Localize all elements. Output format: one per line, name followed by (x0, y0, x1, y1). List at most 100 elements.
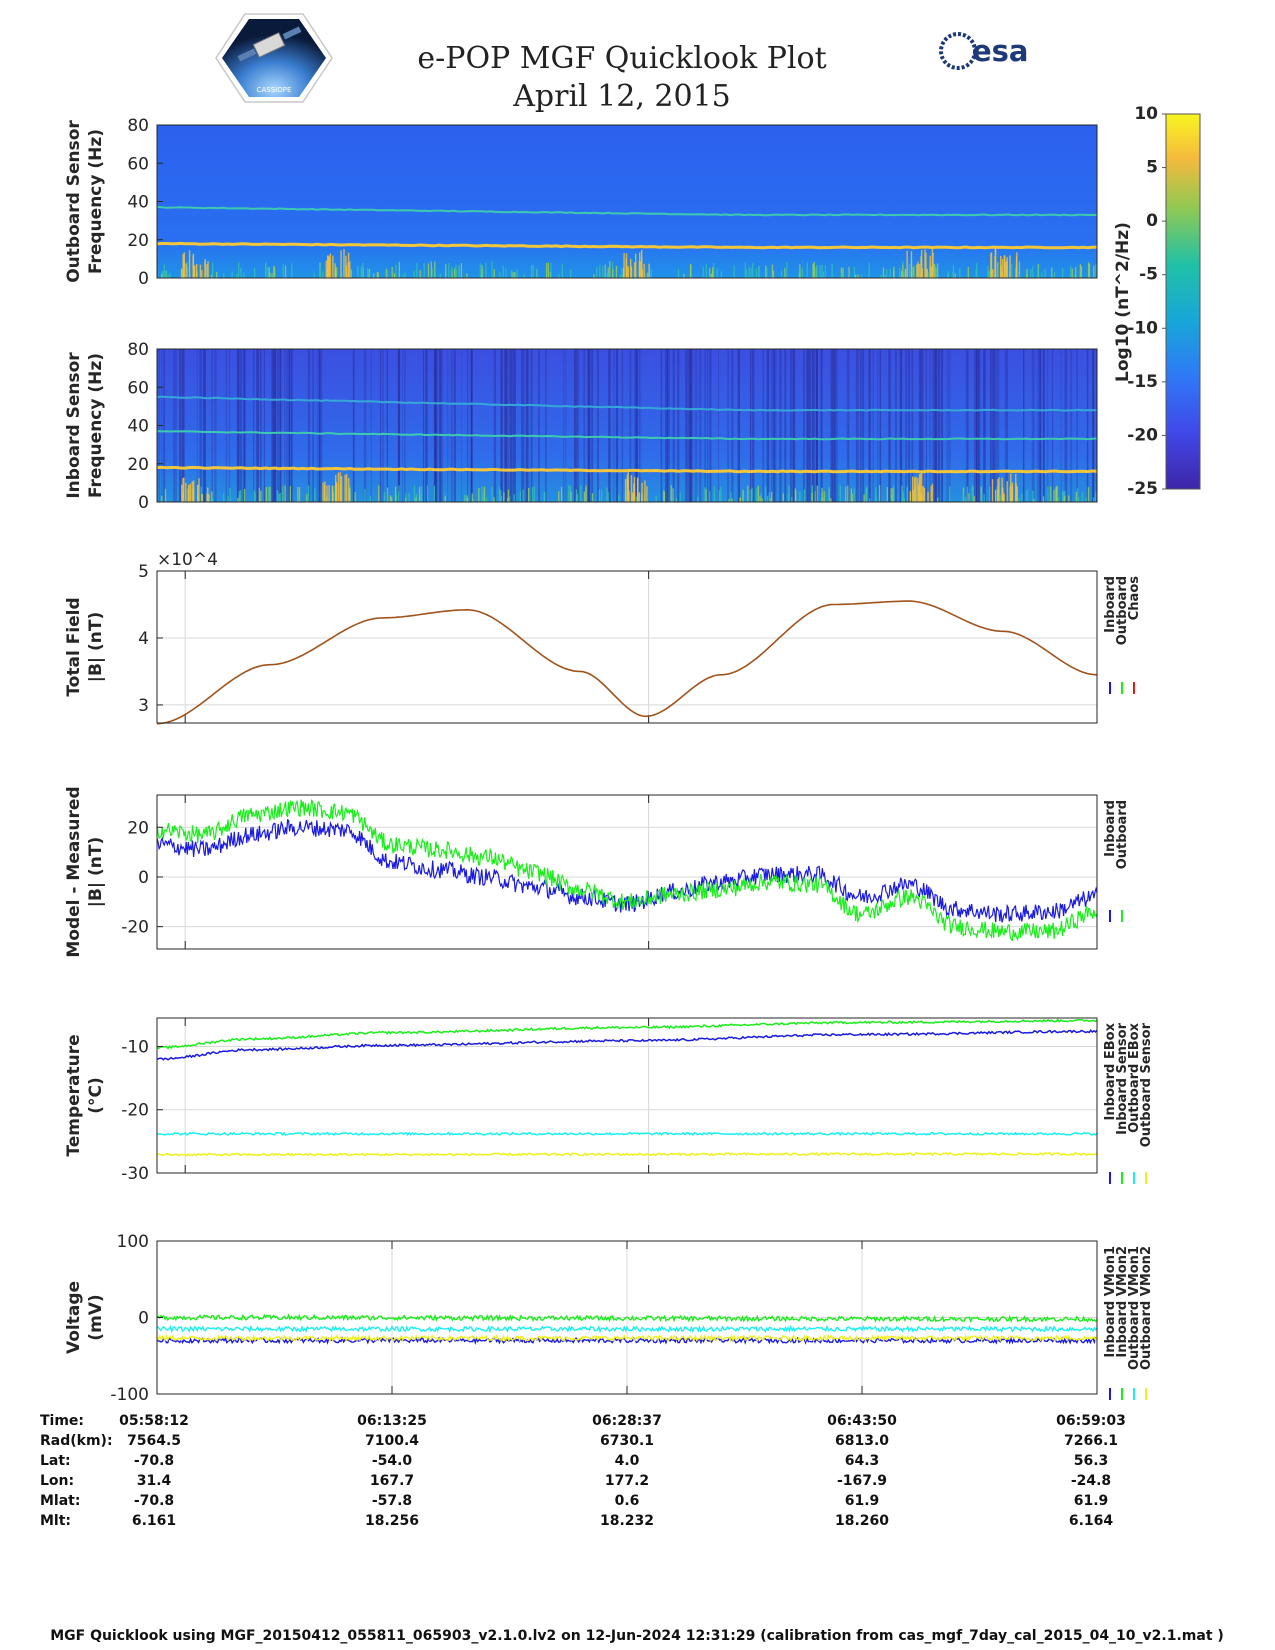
spectrogram-burst (627, 268, 629, 278)
spectrogram-stripe (771, 349, 773, 502)
spectrogram-burst (646, 486, 648, 502)
spectrogram-burst (748, 266, 750, 278)
spectrogram-burst (583, 491, 586, 502)
info-cell: 18.232 (600, 1513, 654, 1529)
spectrogram-burst (918, 264, 920, 278)
spectrogram-burst (254, 267, 256, 278)
spectrogram-stripe (316, 349, 318, 502)
spectrogram-burst (276, 490, 279, 502)
spectrogram-burst (181, 484, 183, 502)
info-cell: 61.9 (845, 1493, 880, 1509)
spectrogram-burst (875, 487, 877, 502)
spectrogram-stripe (1004, 349, 1006, 502)
spectrogram-burst (1068, 495, 1070, 502)
y-tick-label: -20 (121, 1101, 149, 1121)
info-cell: -57.8 (372, 1493, 412, 1509)
spectrogram-burst (930, 485, 932, 502)
spectrogram-stripe (966, 349, 969, 502)
spectrogram-stripe (278, 349, 281, 502)
spectrogram-burst (675, 497, 678, 502)
spectrogram-burst (760, 492, 762, 502)
spectrogram-burst (868, 262, 870, 278)
spectrogram-stripe (273, 349, 277, 502)
spectrogram-burst (755, 268, 757, 278)
spectrogram-stripe (872, 349, 874, 502)
spectrogram-burst (378, 485, 380, 502)
y-axis-label-line: (°C) (86, 1077, 106, 1114)
spectrogram-stripe (1005, 349, 1009, 502)
spectrogram-burst (593, 274, 595, 278)
spectrogram-burst (433, 485, 436, 502)
spectrogram-burst (923, 488, 925, 502)
colorbar-tick-label: -10 (1127, 318, 1158, 338)
spectrogram-stripe (688, 349, 691, 502)
spectrogram-stripe (530, 349, 533, 502)
spectrogram-burst (533, 486, 536, 502)
axes-box (156, 794, 1098, 950)
spectrogram-burst (720, 486, 722, 502)
spectrogram-burst (419, 269, 421, 278)
spectrogram-burst (460, 262, 463, 278)
legend-label: Inboard VMon1 (1103, 1246, 1118, 1358)
spectrogram-burst (742, 489, 744, 502)
spectrogram-burst (989, 271, 991, 278)
spectrogram-burst (998, 477, 1000, 502)
spectrogram-burst (1094, 491, 1097, 502)
spectrogram-stripe (978, 349, 981, 502)
spectrogram-burst (505, 268, 507, 278)
spectrogram-burst (1003, 493, 1005, 502)
spectrogram-burst (182, 253, 184, 278)
info-cell: 05:58:12 (119, 1413, 189, 1429)
spectrogram-burst (1056, 485, 1058, 502)
spectrogram-burst (812, 263, 814, 278)
axes-background (157, 571, 1097, 723)
spectrogram-stripe (608, 349, 612, 502)
spectrogram-burst (909, 491, 912, 502)
spectrogram-burst (416, 263, 418, 278)
footer-caption: MGF Quicklook using MGF_20150412_055811_… (50, 1628, 1224, 1644)
spectrogram-burst (756, 498, 758, 502)
spectrogram-burst (223, 273, 225, 278)
spectrogram-burst (997, 479, 999, 502)
spectrogram-burst (983, 493, 985, 502)
spectrogram-burst (561, 263, 564, 278)
spectrogram-burst (901, 485, 903, 502)
spectrogram-burst (340, 250, 342, 278)
spectrogram-stripe (312, 349, 315, 502)
spectrogram-stripe (279, 349, 282, 502)
spectrogram-burst (609, 261, 611, 278)
info-cell: 167.7 (370, 1473, 414, 1489)
spectrogram-burst (920, 256, 922, 278)
info-cell: 6.161 (132, 1513, 176, 1529)
spectrogram-burst (558, 491, 560, 502)
spectrogram-stripe (285, 349, 288, 502)
legend-label: Inboard (1103, 576, 1118, 633)
spectrogram-burst (387, 270, 389, 278)
spectrogram-burst (648, 263, 650, 278)
spectrogram-burst (799, 264, 801, 278)
spectrogram-burst (204, 261, 206, 278)
spectrogram-burst (644, 480, 646, 502)
spectrogram-burst (493, 269, 495, 278)
y-tick-label: -100 (110, 1385, 149, 1405)
spectrogram-stripe (710, 349, 712, 502)
spectrogram-stripe (694, 349, 698, 502)
spectrogram-stripe (635, 349, 638, 502)
spectral-line (156, 241, 1098, 250)
spectrogram-burst (423, 263, 425, 278)
spectrogram-burst (644, 274, 646, 278)
spectrogram-burst (931, 483, 934, 502)
colorbar-tick-label: -5 (1139, 265, 1158, 285)
series-line-inboard (156, 818, 1098, 923)
spectrogram-burst (243, 488, 246, 502)
spectrogram-burst (508, 496, 511, 502)
spectrogram-burst (1015, 256, 1018, 278)
spectrogram-stripe (920, 349, 924, 502)
spectrogram-burst (319, 265, 321, 278)
spectrogram-stripe (621, 349, 624, 502)
spectrogram-burst (238, 491, 240, 502)
axes-box (156, 570, 1098, 724)
spectrogram-stripe (577, 349, 580, 502)
spectrogram-burst (972, 486, 974, 502)
spectrogram-stripe (767, 349, 770, 502)
